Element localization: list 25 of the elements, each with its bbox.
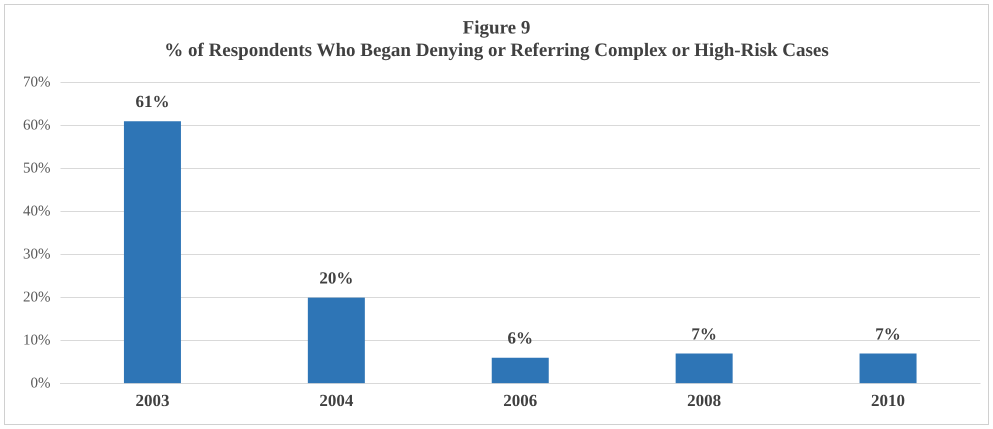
chart-subtitle: % of Respondents Who Began Denying or Referring Complex or High-Risk Cases	[164, 40, 829, 62]
bar	[860, 354, 917, 384]
x-tick-label: 2006	[503, 391, 538, 410]
data-label: 61%	[135, 92, 170, 112]
y-tick-label: 70%	[22, 74, 50, 91]
x-tick-label: 2008	[687, 391, 722, 410]
x-tick-label: 2004	[319, 391, 354, 410]
bar	[492, 358, 549, 384]
y-tick-label: 0%	[30, 376, 50, 392]
bar	[124, 121, 181, 384]
data-label: 7%	[875, 324, 901, 344]
y-tick-label: 60%	[22, 118, 50, 134]
y-tick-label: 20%	[22, 290, 50, 306]
bar	[308, 298, 365, 384]
y-tick-label: 10%	[22, 332, 50, 349]
x-tick-label: 2003	[135, 391, 170, 410]
y-tick-label: 40%	[22, 204, 50, 220]
data-label: 20%	[319, 268, 354, 288]
data-label: 6%	[508, 328, 533, 348]
data-label: 7%	[691, 324, 717, 344]
y-tick-label: 50%	[22, 160, 50, 177]
y-tick-label: 30%	[22, 246, 50, 263]
bar	[676, 354, 733, 384]
x-tick-label: 2010	[871, 391, 906, 410]
chart-title: Figure 9	[462, 17, 530, 38]
